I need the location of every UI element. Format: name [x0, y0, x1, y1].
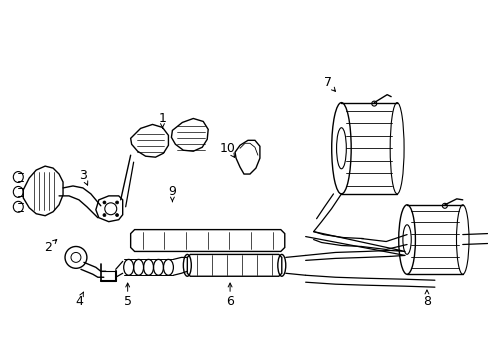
- Text: 3: 3: [79, 168, 87, 181]
- Text: 9: 9: [168, 185, 176, 198]
- Polygon shape: [187, 255, 281, 276]
- Circle shape: [103, 213, 106, 217]
- Circle shape: [115, 201, 119, 204]
- Text: 1: 1: [158, 112, 166, 125]
- Text: 4: 4: [75, 294, 82, 307]
- Circle shape: [103, 201, 106, 204]
- Text: 2: 2: [44, 241, 52, 254]
- Text: 8: 8: [422, 294, 430, 307]
- Text: 7: 7: [323, 76, 331, 89]
- Polygon shape: [130, 230, 284, 251]
- Text: 6: 6: [225, 294, 234, 307]
- Circle shape: [115, 213, 119, 217]
- Text: 10: 10: [220, 142, 236, 155]
- Text: 5: 5: [123, 294, 131, 307]
